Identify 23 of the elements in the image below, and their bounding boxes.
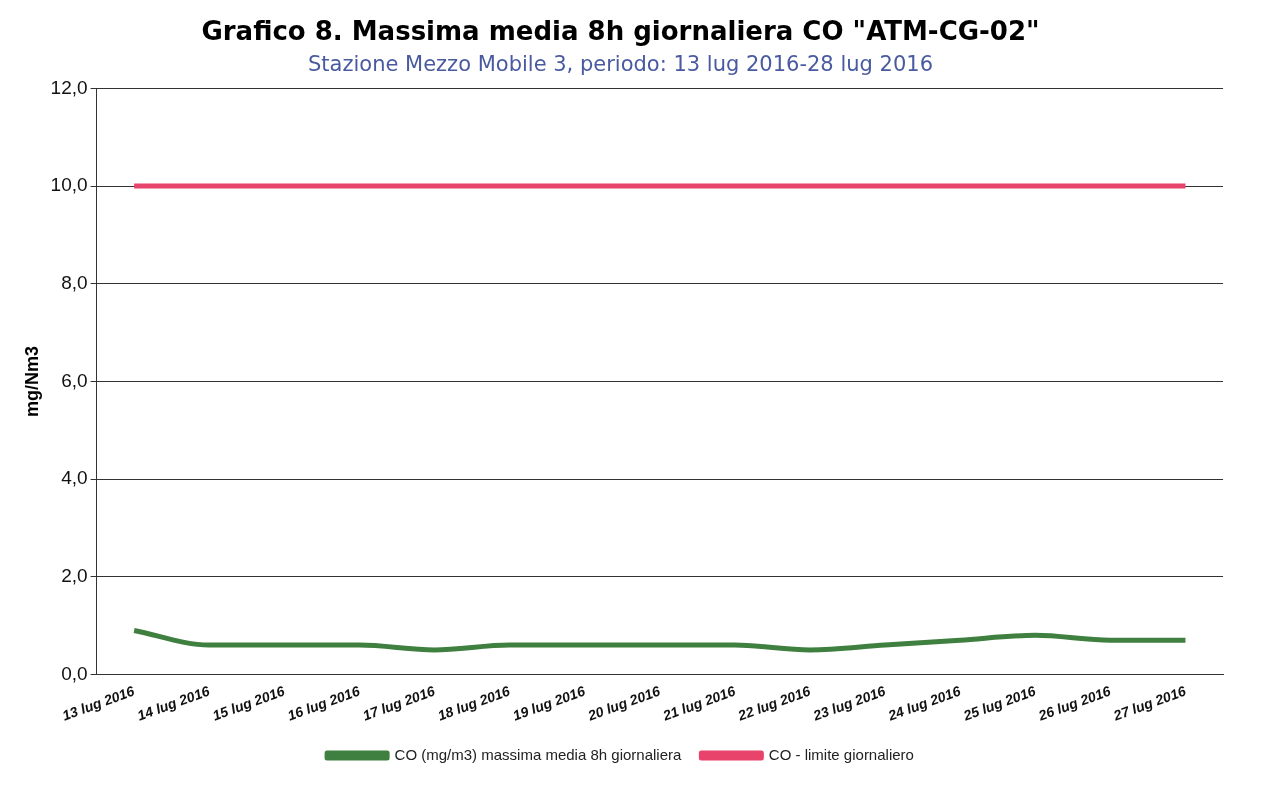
chart-title: Grafico 8. Massima media 8h giornaliera CO "ATM-CG-02" xyxy=(201,16,1040,47)
y-tick-label: 2,0 xyxy=(61,564,88,586)
x-tick-label: 13 lug 2016 xyxy=(60,682,137,724)
y-tick-label: 0,0 xyxy=(61,662,88,684)
y-tick-label: 8,0 xyxy=(61,271,88,293)
x-tick-label: 24 lug 2016 xyxy=(885,682,963,724)
x-tick-label: 26 lug 2016 xyxy=(1035,682,1113,724)
x-tick-label: 15 lug 2016 xyxy=(210,682,287,724)
y-tick-label: 10,0 xyxy=(50,174,88,196)
y-tick-label: 4,0 xyxy=(61,467,88,489)
y-tick-label: 6,0 xyxy=(61,369,88,391)
y-axis-title: mg/Nm3 xyxy=(21,345,42,417)
y-tick-label: 12,0 xyxy=(50,76,88,98)
x-tick-label: 14 lug 2016 xyxy=(135,682,212,724)
x-tick-label: 23 lug 2016 xyxy=(810,682,888,724)
x-tick-label: 25 lug 2016 xyxy=(960,682,1038,724)
x-tick-label: 16 lug 2016 xyxy=(285,682,362,724)
chart-subtitle: Stazione Mezzo Mobile 3, periodo: 13 lug 2016-28 lug 2016 xyxy=(308,52,933,77)
x-tick-label: 18 lug 2016 xyxy=(435,682,513,724)
x-tick-label: 17 lug 2016 xyxy=(360,682,438,724)
legend-label: CO (mg/m3) massima media 8h giornaliera xyxy=(394,745,683,763)
legend-label: CO - limite giornaliero xyxy=(768,745,914,763)
x-tick-label: 27 lug 2016 xyxy=(1110,682,1188,724)
